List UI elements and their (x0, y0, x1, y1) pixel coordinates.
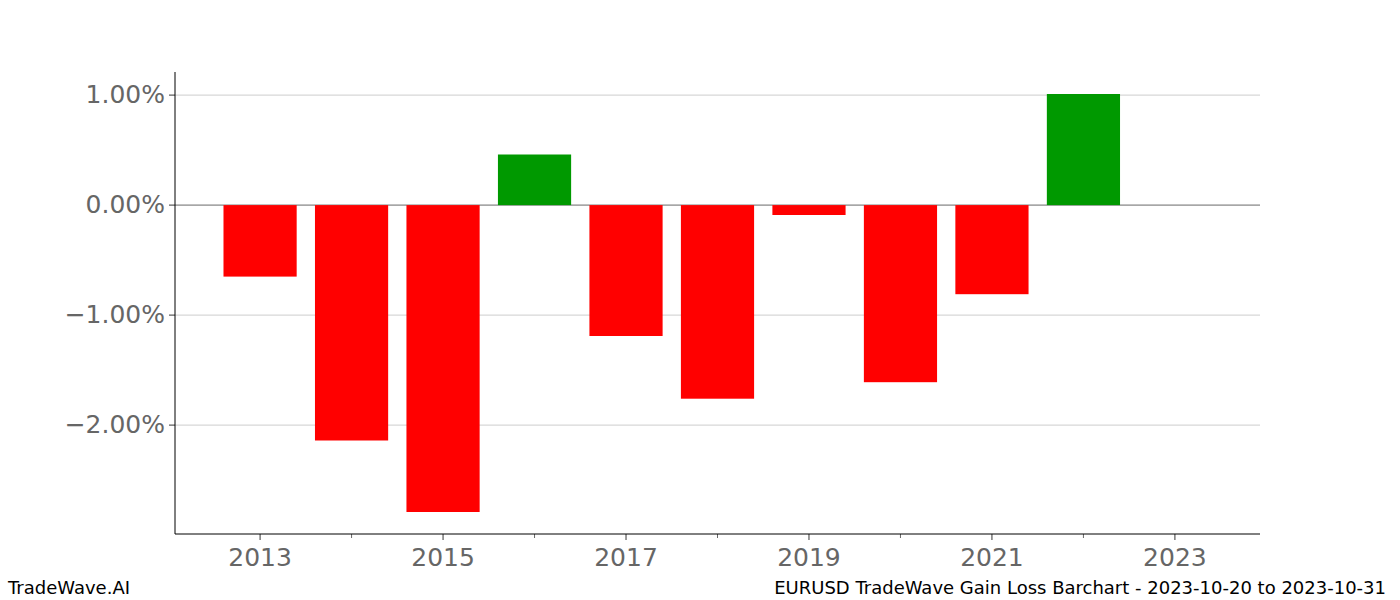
x-tick-label: 2021 (960, 543, 1024, 572)
x-tick (443, 534, 444, 540)
x-minor-tick (717, 534, 718, 538)
y-tick (169, 205, 175, 206)
x-tick-label: 2015 (411, 543, 475, 572)
bar (315, 205, 388, 440)
x-tick (991, 534, 992, 540)
bar (498, 155, 571, 206)
x-tick (260, 534, 261, 540)
y-tick-label: −1.00% (65, 300, 165, 329)
x-axis (175, 534, 1260, 535)
y-tick (169, 425, 175, 426)
x-minor-tick (1083, 534, 1084, 538)
bar (955, 205, 1028, 294)
x-tick (1174, 534, 1175, 540)
y-tick (169, 315, 175, 316)
y-axis (175, 72, 176, 534)
x-tick-label: 2017 (594, 543, 658, 572)
watermark: TradeWave.AI (7, 577, 130, 598)
y-tick (169, 95, 175, 96)
bar (1047, 94, 1120, 205)
bars (223, 94, 1120, 512)
bar (772, 205, 845, 215)
chart: −2.00% −1.00% 0.00% 1.00% 2013 2015 2017 2019 20… (0, 0, 1400, 600)
y-tick-label: 1.00% (86, 80, 165, 109)
x-tick-label: 2019 (777, 543, 841, 572)
bar (681, 205, 754, 399)
x-tick-label: 2023 (1143, 543, 1207, 572)
x-tick-label: 2013 (228, 543, 292, 572)
x-minor-tick (900, 534, 901, 538)
y-tick-label: −2.00% (65, 410, 165, 439)
x-tick (808, 534, 809, 540)
bar (223, 205, 296, 277)
y-tick-label: 0.00% (86, 190, 165, 219)
bar (589, 205, 662, 336)
bar (406, 205, 479, 512)
title: EURUSD TradeWave Gain Loss Barchart - 20… (774, 577, 1386, 598)
x-minor-tick (351, 534, 352, 538)
bar (864, 205, 937, 382)
x-tick (626, 534, 627, 540)
x-minor-tick (534, 534, 535, 538)
